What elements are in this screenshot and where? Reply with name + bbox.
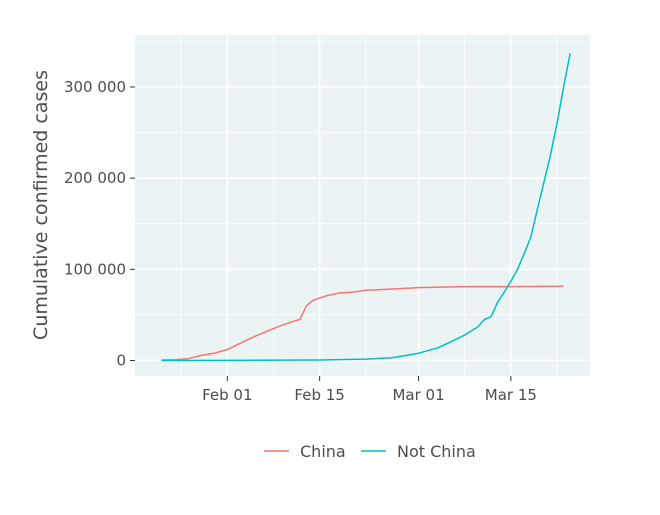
x-tick-label: Feb 01 bbox=[202, 386, 252, 404]
plot-panel bbox=[135, 35, 590, 376]
x-tick-label: Feb 15 bbox=[294, 386, 344, 404]
y-tick-label: 300 000 bbox=[64, 78, 126, 96]
legend-label-not-china: Not China bbox=[397, 442, 476, 461]
legend: China Not China bbox=[264, 442, 476, 461]
grid bbox=[135, 35, 590, 376]
y-tick-label: 200 000 bbox=[64, 169, 126, 187]
y-tick-label: 0 bbox=[116, 352, 126, 370]
series-lines bbox=[161, 53, 571, 362]
series-line-china bbox=[161, 285, 564, 361]
y-tick-label: 100 000 bbox=[64, 260, 126, 278]
axes: Feb 01 Feb 15 Mar 01 Mar 15 0 100 000 200 000 3… bbox=[64, 78, 537, 404]
legend-label-china: China bbox=[300, 442, 346, 461]
x-tick-label: Mar 15 bbox=[485, 386, 537, 404]
y-axis-title: Cumulative confirmed cases bbox=[30, 70, 52, 340]
series-line-not-china bbox=[161, 53, 571, 362]
x-tick-label: Mar 01 bbox=[392, 386, 444, 404]
